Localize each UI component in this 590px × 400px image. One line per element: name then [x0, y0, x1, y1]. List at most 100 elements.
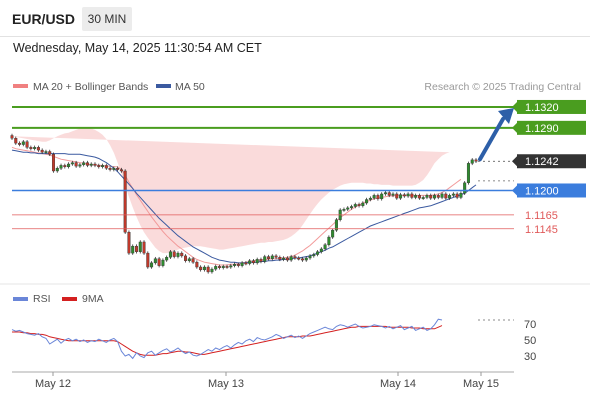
- candle-body: [406, 193, 410, 197]
- candle: [74, 160, 78, 168]
- symbol-label: EUR/USD: [12, 11, 76, 27]
- candle-body: [327, 236, 331, 245]
- level-value: 1.1145: [525, 224, 558, 236]
- candle-body: [323, 244, 327, 250]
- candle: [474, 158, 478, 163]
- candle-body: [331, 229, 335, 238]
- candle-body: [444, 193, 448, 199]
- candle-body: [184, 255, 188, 261]
- candle: [225, 264, 229, 269]
- candle-body: [425, 195, 429, 198]
- candle: [402, 192, 406, 198]
- candle-body: [293, 256, 297, 259]
- candle-body: [10, 135, 14, 139]
- candle: [334, 217, 338, 232]
- candle: [59, 163, 63, 170]
- x-tick-label: May 15: [463, 378, 499, 390]
- candle: [123, 169, 127, 234]
- rsi-legend: RSI 9MA: [13, 293, 104, 305]
- candle-body: [33, 147, 37, 149]
- candle-body: [116, 168, 120, 170]
- candle-body: [44, 151, 48, 153]
- candle: [319, 247, 323, 254]
- candle: [55, 166, 59, 173]
- candle-body: [308, 255, 312, 259]
- candle-body: [304, 257, 308, 261]
- candle: [251, 259, 255, 265]
- candle-body: [29, 147, 33, 149]
- candle-body: [18, 142, 22, 145]
- candle-body: [187, 258, 191, 261]
- candle-body: [195, 261, 199, 268]
- x-tick-label: May 14: [380, 378, 416, 390]
- candle: [395, 192, 399, 200]
- candle-body: [161, 259, 165, 266]
- candle-body: [289, 256, 293, 261]
- candle: [176, 251, 180, 259]
- candle-body: [429, 195, 433, 199]
- candle: [459, 191, 463, 200]
- candle: [10, 133, 14, 141]
- candle-body: [312, 254, 316, 257]
- candle-body: [217, 266, 221, 268]
- candle: [357, 202, 361, 208]
- candle: [248, 259, 252, 266]
- candle: [168, 249, 172, 260]
- candle-body: [455, 193, 459, 198]
- candle-body: [297, 257, 301, 260]
- candle: [89, 162, 93, 168]
- level-value: 1.1290: [525, 123, 559, 135]
- candle-body: [282, 257, 286, 260]
- candle-body: [270, 255, 274, 259]
- candle-body: [210, 268, 214, 273]
- legend-swatch-ma20: [13, 84, 28, 88]
- candle: [368, 196, 372, 202]
- candle-body: [440, 193, 444, 198]
- candle-body: [168, 251, 172, 258]
- level-resistance: 1.1290: [12, 120, 586, 135]
- candle: [25, 140, 29, 150]
- candle: [221, 264, 225, 270]
- candle-body: [48, 151, 52, 155]
- candle: [131, 244, 135, 255]
- candle-body: [172, 251, 176, 257]
- candle: [187, 256, 191, 263]
- candle-body: [206, 266, 210, 273]
- candle: [365, 197, 369, 205]
- candle: [263, 254, 267, 264]
- candle: [127, 230, 131, 255]
- candle-body: [433, 195, 437, 199]
- candle: [414, 193, 418, 200]
- candle: [63, 163, 67, 169]
- candle-body: [78, 164, 82, 167]
- candle: [312, 252, 316, 258]
- candle-body: [150, 262, 154, 268]
- candle: [372, 193, 376, 200]
- forecast-arrow-shaft: [478, 116, 505, 162]
- candle: [191, 256, 195, 264]
- candle-body: [157, 258, 161, 266]
- candle: [180, 251, 184, 258]
- rsi-tick-label: 70: [524, 319, 536, 331]
- ma50-line: [11, 149, 477, 264]
- candle: [93, 162, 97, 168]
- candle: [308, 254, 312, 260]
- candle: [406, 192, 410, 198]
- legend-swatch-ma9: [62, 297, 77, 301]
- candle: [244, 261, 248, 266]
- candle-body: [342, 209, 346, 211]
- candle: [289, 254, 293, 262]
- timeframe-button[interactable]: 30 MIN: [82, 7, 132, 31]
- candle: [440, 192, 444, 200]
- candle-body: [14, 138, 18, 144]
- candle-body: [410, 193, 414, 198]
- candle: [82, 160, 86, 167]
- candle-body: [142, 241, 146, 254]
- legend-rsi-label: RSI: [33, 293, 51, 305]
- candle-body: [357, 204, 361, 206]
- candle: [134, 244, 138, 254]
- copyright-label: Research © 2025 Trading Central: [424, 81, 581, 93]
- candle-body: [93, 163, 97, 166]
- legend-ma9-label: 9MA: [82, 293, 104, 305]
- level-badge: [517, 183, 586, 198]
